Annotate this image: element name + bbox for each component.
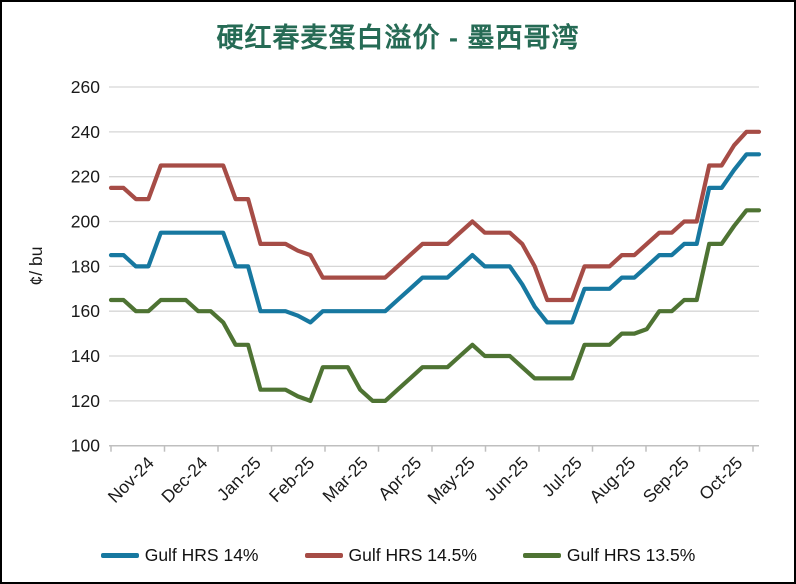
legend-label: Gulf HRS 13.5% (566, 545, 696, 565)
series-line-gulf-hrs-14- (108, 152, 762, 325)
legend: Gulf HRS 14% Gulf HRS 14.5% Gulf HRS 13.… (2, 545, 794, 566)
y-axis-labels: 100 120 140 160 180 200 220 240 260 (71, 77, 100, 456)
y-tick-label: 100 (71, 436, 100, 456)
series-line-gulf-hrs-13-5- (108, 208, 762, 403)
y-tick-label: 240 (71, 122, 100, 142)
legend-swatch-green (522, 553, 561, 558)
x-tick-label: Feb-25 (265, 453, 318, 506)
series-line-gulf-hrs-14-5- (108, 129, 762, 303)
y-tick-label: 260 (71, 77, 100, 97)
y-tick-label: 200 (71, 212, 100, 232)
y-tick-label: 180 (71, 256, 100, 276)
y-tick-label: 140 (71, 346, 100, 366)
y-axis-title: ¢/ bu (26, 247, 46, 286)
legend-item-gulf-hrs-14: Gulf HRS 14% (100, 545, 259, 566)
x-axis (109, 444, 759, 452)
x-axis-labels: Nov-24 Dec-24 Jan-25 Feb-25 Mar-25 Apr-25May-… (104, 453, 747, 509)
series-lines (108, 129, 762, 403)
legend-swatch-blue (100, 553, 139, 558)
x-tick-label: Oct-25 (695, 453, 746, 504)
gridlines (109, 86, 759, 447)
legend-label: Gulf HRS 14.5% (348, 545, 477, 565)
x-tick-label: Apr-25 (374, 453, 425, 504)
y-tick-label: 160 (71, 301, 100, 321)
chart-title: 硬红春麦蛋白溢价 - 墨西哥湾 (216, 23, 580, 53)
x-tick-label: Nov-24 (104, 453, 158, 507)
legend-item-gulf-hrs-14-5: Gulf HRS 14.5% (304, 545, 477, 566)
x-tick-label: Jan-25 (213, 453, 265, 505)
x-tick-label: Jul-25 (538, 453, 586, 501)
x-tick-label: May-25 (423, 453, 478, 508)
x-tick-label: Jun-25 (480, 453, 532, 505)
legend-item-gulf-hrs-13-5: Gulf HRS 13.5% (522, 545, 696, 566)
x-tick-label: Sep-25 (639, 453, 693, 507)
legend-label: Gulf HRS 14% (144, 545, 259, 565)
y-tick-label: 120 (71, 391, 100, 411)
y-tick-label: 220 (71, 167, 100, 187)
x-tick-label: Mar-25 (318, 453, 371, 506)
legend-swatch-red (304, 553, 343, 558)
x-tick-label: Aug-25 (585, 453, 639, 507)
x-tick-label: Dec-24 (157, 453, 211, 507)
